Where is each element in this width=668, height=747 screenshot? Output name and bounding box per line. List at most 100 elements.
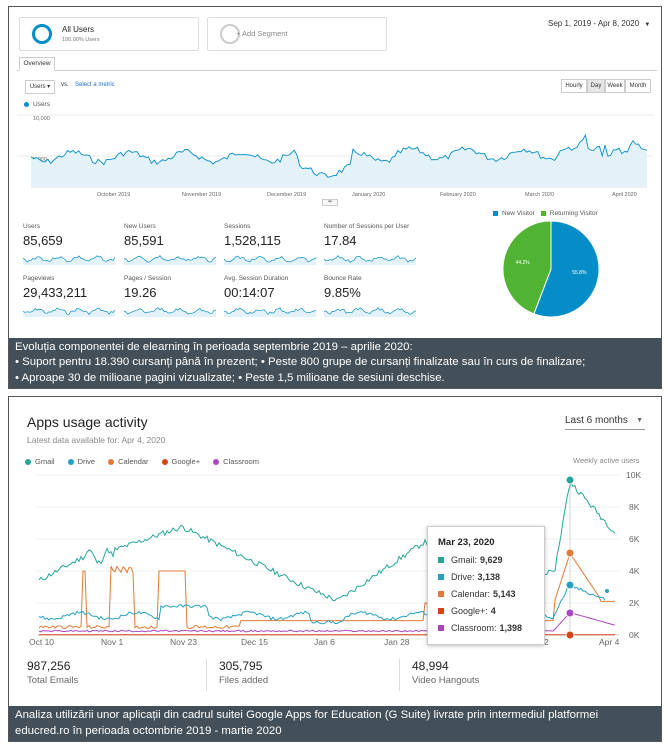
stat-label: Total Emails	[27, 675, 79, 686]
tooltip-name: Google+:	[451, 606, 488, 616]
stat-divider	[206, 659, 207, 691]
x-tick-2: 2	[544, 637, 549, 647]
week-button[interactable]: Week	[605, 79, 625, 93]
sparkline	[23, 255, 115, 265]
calendar-swatch-icon	[438, 591, 444, 597]
caption-gsuite: Analiza utilizării unor aplicații din ca…	[9, 706, 661, 741]
sparkline	[23, 307, 115, 317]
tooltip-row-google-plus: Google+: 4	[438, 606, 534, 616]
pie-legend: New Visitor Returning Visitor	[493, 210, 598, 217]
sparkline-area	[124, 307, 216, 317]
segment-circle-icon	[32, 24, 52, 44]
sparkline	[324, 307, 416, 317]
apps-subtitle: Latest data available for: Apr 4, 2020	[27, 435, 166, 445]
classroom-dot-icon	[213, 458, 220, 465]
x-tick-oct: October 2019	[97, 192, 130, 198]
google-plus-hover-point	[565, 630, 575, 640]
weekly-active-users-label: Weekly active users	[573, 456, 640, 465]
tab-overview[interactable]: Overview	[19, 57, 55, 71]
sparkline-line	[224, 307, 316, 315]
sparkline	[224, 255, 316, 265]
legend-label: Classroom	[223, 457, 259, 466]
pie-slice-new-visitor	[533, 220, 600, 318]
legend-classroom[interactable]: Classroom	[213, 457, 259, 466]
add-segment-button[interactable]: + Add Segment	[207, 17, 387, 51]
select-metric-link[interactable]: Select a metric	[75, 82, 115, 88]
google-plus-swatch-icon	[438, 608, 444, 614]
metric-value: 85,659	[23, 233, 63, 248]
sparkline-line	[224, 255, 316, 263]
date-range-picker[interactable]: Sep 1, 2019 - Apr 8, 2020 ▼	[548, 19, 650, 28]
metric-users: Users 85,659	[23, 223, 119, 265]
day-button[interactable]: Day	[587, 79, 605, 93]
hourly-button[interactable]: Hourly	[561, 79, 587, 93]
returning-visitor-swatch-icon	[540, 211, 546, 216]
x-tick-mar: March 2020	[525, 192, 554, 198]
metric-label: New Users	[124, 223, 156, 230]
caption1-line2: • Suport pentru 18.390 cursanți până în …	[15, 356, 586, 368]
sparkline-line	[124, 255, 216, 263]
legend-google-plus[interactable]: Google+	[161, 457, 201, 466]
metric-label: Sessions	[224, 223, 251, 230]
tooltip-name: Drive:	[451, 572, 475, 582]
drive-end-point	[605, 589, 609, 593]
sparkline	[124, 307, 216, 317]
caption2-line2: educred.ro în perioada octombrie 2019 - …	[15, 724, 282, 737]
metric-value: 19.26	[124, 285, 157, 300]
x-tick-jan28: Jan 28	[384, 637, 410, 647]
y-tick-8k: 8K	[629, 502, 640, 512]
users-legend-dot-icon	[24, 102, 29, 107]
classroom-swatch-icon	[438, 625, 444, 631]
tooltip-value: 4	[490, 606, 496, 616]
metric-pages-per-session: Pages / Session 19.26	[124, 275, 220, 317]
pie-legend-returning: Returning Visitor	[549, 210, 598, 217]
tooltip-name: Gmail:	[451, 555, 478, 565]
tooltip-name: Calendar:	[451, 589, 491, 599]
tooltip-value: 1,398	[499, 623, 523, 633]
calendar-dot-icon	[108, 458, 115, 465]
apps-line-chart: 10K 8K 6K 4K 2K 0K Oct 10 Nov 1 Nov 23 D…	[29, 470, 641, 647]
metric-value: 29,433,211	[23, 285, 88, 300]
stat-value: 48,994	[412, 659, 449, 673]
tooltip-value: 3,138	[477, 572, 501, 582]
sparkline-line	[324, 307, 416, 315]
sparkline-line	[23, 307, 115, 315]
calendar-hover-point	[565, 548, 575, 558]
legend-drive[interactable]: Drive	[67, 457, 95, 466]
segment-all-users[interactable]: All Users 100.00% Users	[19, 17, 199, 51]
drive-swatch-icon	[438, 574, 444, 580]
metric-value: 85,591	[124, 233, 164, 248]
apps-usage-panel: Apps usage activity Latest data availabl…	[8, 396, 662, 742]
legend-calendar[interactable]: Calendar	[108, 457, 149, 466]
metric-select-label: Users	[29, 84, 46, 90]
legend-label: Gmail	[35, 457, 55, 466]
sparkline	[124, 255, 216, 265]
collapse-handle[interactable]: ═	[322, 199, 338, 206]
legend-label: Google+	[171, 457, 201, 466]
x-tick-apr: April 2020	[612, 192, 637, 198]
metric-sessions-per-user: Number of Sessions per User 17.84	[324, 223, 420, 265]
month-button[interactable]: Month	[625, 79, 651, 93]
y-tick-4k: 4K	[629, 566, 640, 576]
gmail-hover-point	[565, 475, 575, 485]
y-tick-2k: 2K	[629, 598, 640, 608]
metric-new-users: New Users 85,591	[124, 223, 220, 265]
sparkline-area	[23, 308, 115, 317]
x-tick-feb: February 2020	[440, 192, 476, 198]
x-tick-nov1: Nov 1	[101, 637, 123, 647]
tooltip-row-drive: Drive: 3,138	[438, 572, 534, 582]
legend-gmail[interactable]: Gmail	[25, 457, 55, 466]
segment-title: All Users	[62, 25, 95, 34]
tooltip-value: 5,143	[493, 589, 516, 599]
metric-select[interactable]: Users ▾	[25, 80, 55, 94]
y-tick-6k: 6K	[629, 534, 640, 544]
period-select[interactable]: Last 6 months ▼	[565, 415, 645, 430]
metric-avg-session-duration: Avg. Session Duration 00:14:07	[224, 275, 320, 317]
stat-label: Files added	[219, 675, 269, 686]
metric-pageviews: Pageviews 29,433,211	[23, 275, 119, 317]
y-tick-0k: 0K	[629, 630, 640, 640]
metric-value: 17.84	[324, 233, 357, 248]
x-tick-jan: January 2020	[352, 192, 385, 198]
vs-label: vs.	[61, 82, 69, 88]
users-area	[31, 135, 647, 187]
